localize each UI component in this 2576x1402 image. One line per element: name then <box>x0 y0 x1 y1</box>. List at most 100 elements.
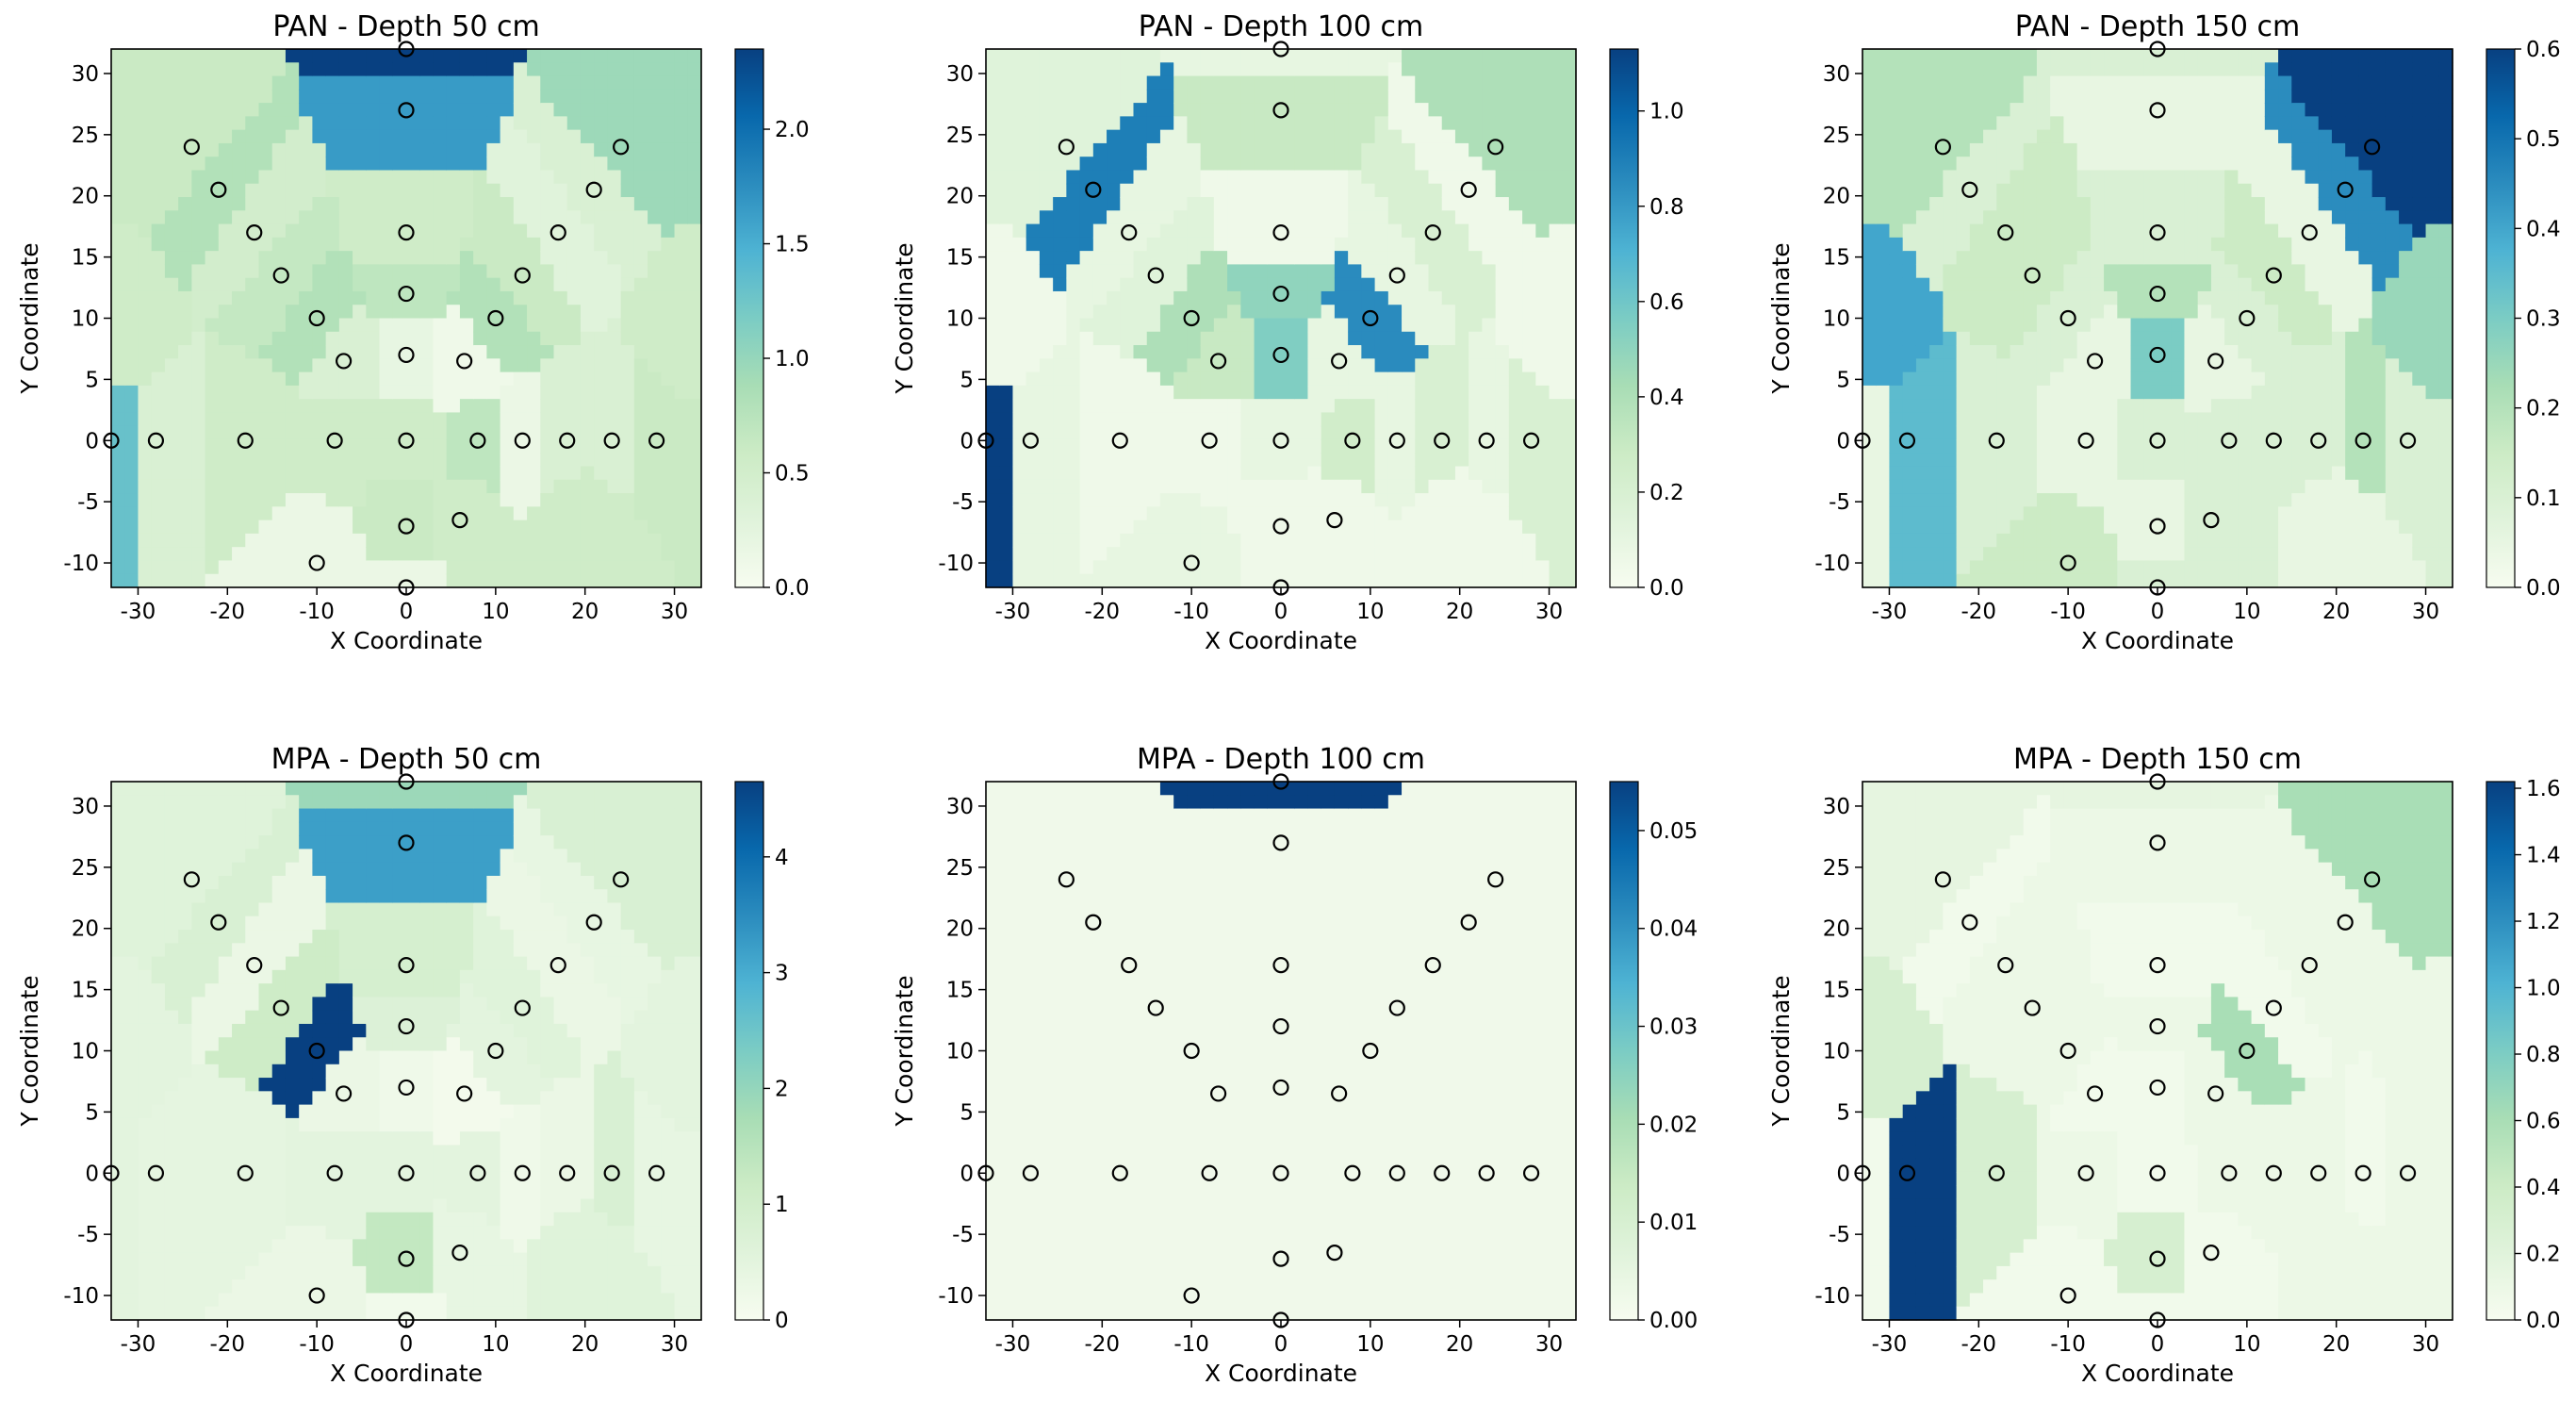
heat-cell <box>2210 520 2225 535</box>
heat-cell <box>687 290 702 305</box>
heat-cell <box>2130 183 2145 198</box>
heat-cell <box>138 223 153 239</box>
heat-cell <box>1294 223 1309 239</box>
heat-cell <box>2090 547 2105 562</box>
heat-cell <box>2117 237 2132 252</box>
heat-cell <box>1454 493 1469 507</box>
heat-cell <box>1468 425 1484 440</box>
heat-cell <box>1482 358 1497 373</box>
heat-cell <box>1387 277 1403 292</box>
heat-cell <box>2210 129 2225 144</box>
heat-cell <box>392 305 407 320</box>
heat-cell <box>2264 493 2279 507</box>
heat-cell <box>527 89 541 104</box>
heat-cell <box>1307 438 1322 454</box>
heat-cell <box>594 89 609 104</box>
heat-cell <box>1240 318 1255 333</box>
heat-cell <box>2104 49 2118 63</box>
heat-cell <box>2010 223 2025 239</box>
heat-cell <box>2184 251 2199 266</box>
heat-cell <box>2278 453 2292 468</box>
heat-cell <box>1983 318 1997 333</box>
heat-cell <box>553 170 568 185</box>
heat-cell <box>338 466 353 481</box>
heat-cell <box>218 425 233 440</box>
heat-cell <box>1943 371 1958 387</box>
heat-cell <box>164 547 179 562</box>
heat-cell <box>1066 479 1081 494</box>
heat-cell <box>379 49 394 63</box>
heat-cell <box>111 251 125 266</box>
heat-cell <box>1374 237 1389 252</box>
heat-cell <box>1173 358 1189 373</box>
heat-cell <box>205 493 220 507</box>
heat-cell <box>2251 237 2266 252</box>
heat-cell <box>1133 412 1148 427</box>
heat-cell <box>1943 479 1958 494</box>
heat-cell <box>151 493 166 507</box>
heat-cell <box>151 210 166 225</box>
heat-cell <box>1902 62 1917 77</box>
heat-cell <box>1159 116 1174 131</box>
heat-cell <box>1969 89 1984 104</box>
heat-cell <box>2036 453 2051 468</box>
heat-cell <box>2158 183 2172 198</box>
heat-cell <box>2143 438 2158 454</box>
heat-cell <box>999 466 1014 481</box>
heat-cell <box>1039 75 1054 91</box>
heat-cell <box>2210 170 2225 185</box>
heat-cell <box>473 197 487 211</box>
heat-cell <box>1454 506 1469 521</box>
heat-cell <box>1454 399 1469 414</box>
heat-cell <box>2090 331 2105 346</box>
heat-cell <box>1227 237 1241 252</box>
heat-cell <box>1522 385 1536 400</box>
heat-cell <box>258 438 273 454</box>
heat-cell <box>1146 116 1161 131</box>
heat-cell <box>1929 290 1944 305</box>
heat-cell <box>1983 75 1997 91</box>
heat-cell <box>1307 412 1322 427</box>
heat-cell <box>1348 479 1362 494</box>
heat-cell <box>553 438 568 454</box>
heat-cell <box>2063 183 2078 198</box>
heat-cell <box>1862 277 1877 292</box>
heat-cell <box>1361 157 1376 172</box>
heat-cell <box>2036 290 2051 305</box>
heat-cell <box>1535 466 1551 481</box>
heat-cell <box>2251 142 2266 157</box>
heat-cell <box>1943 520 1958 535</box>
heat-cell <box>1428 506 1443 521</box>
heat-cell <box>312 479 327 494</box>
heat-cell <box>1495 479 1510 494</box>
heat-cell <box>2076 453 2092 468</box>
heat-cell <box>2050 493 2065 507</box>
heat-cell <box>1428 547 1443 562</box>
heat-cell <box>1348 290 1362 305</box>
heat-cell <box>1929 210 1944 225</box>
heat-cell <box>1187 237 1202 252</box>
heat-cell <box>2264 305 2279 320</box>
heat-cell <box>553 62 568 77</box>
heat-cell <box>2010 453 2025 468</box>
heat-cell <box>366 237 381 252</box>
heat-cell <box>1200 305 1215 320</box>
heat-cell <box>1996 560 2011 575</box>
heat-cell <box>540 197 555 211</box>
heat-cell <box>633 277 648 292</box>
heat-cell <box>1929 49 1944 63</box>
heat-cell <box>1441 385 1456 400</box>
heat-cell <box>1025 89 1041 104</box>
heat-cell <box>124 331 139 346</box>
heat-cell <box>353 453 367 468</box>
heat-cell <box>2036 142 2051 157</box>
heat-cell <box>1915 385 1930 400</box>
heat-cell <box>2197 264 2212 279</box>
heat-cell <box>232 412 246 427</box>
heat-cell <box>138 479 153 494</box>
heat-cell <box>1915 371 1930 387</box>
heat-cell <box>271 453 287 468</box>
heat-cell <box>566 264 582 279</box>
heat-cell <box>2117 425 2132 440</box>
heat-cell <box>2278 157 2292 172</box>
